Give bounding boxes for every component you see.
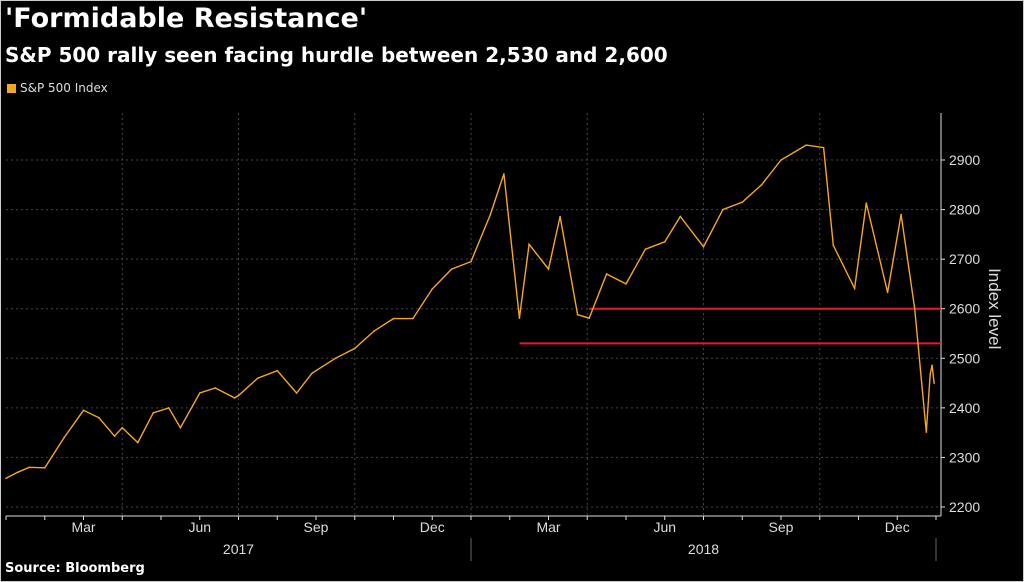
data-point	[16, 471, 19, 474]
chart-subtitle: S&P 500 rally seen facing hurdle between…	[5, 43, 668, 67]
data-point	[528, 243, 530, 246]
data-point	[925, 431, 928, 433]
data-point	[931, 364, 933, 367]
data-point	[913, 307, 916, 310]
data-point	[334, 357, 337, 360]
data-point	[295, 392, 298, 394]
data-point	[233, 397, 236, 399]
data-point	[576, 313, 579, 316]
data-point	[559, 215, 561, 218]
data-point	[853, 287, 856, 290]
data-point	[167, 407, 170, 409]
data-point	[311, 372, 313, 374]
chart-title: 'Formidable Resistance'	[5, 3, 368, 34]
data-point	[588, 317, 590, 319]
data-point	[198, 392, 201, 394]
data-point	[644, 248, 647, 251]
x-tick-label: Jun	[188, 519, 211, 535]
x-tick-label: Sep	[769, 519, 794, 535]
data-point	[900, 213, 902, 216]
x-tick-label: Dec	[885, 519, 910, 535]
y-axis-label: Index level	[985, 268, 1004, 349]
data-point	[450, 268, 453, 270]
legend: S&P 500 Index	[7, 81, 108, 95]
data-point	[547, 268, 550, 270]
data-point	[702, 245, 705, 248]
data-point	[832, 244, 835, 247]
x-tick-label: Dec	[420, 519, 445, 535]
data-point	[518, 317, 521, 319]
data-point	[722, 208, 724, 211]
data-point	[780, 159, 782, 161]
source-note: Source: Bloomberg	[5, 561, 145, 576]
x-tick-label: Jun	[653, 519, 676, 535]
data-point	[412, 317, 414, 320]
data-point	[82, 409, 85, 412]
series-line	[5, 144, 935, 479]
y-tick-label: 2800	[949, 202, 980, 218]
data-point	[63, 436, 65, 439]
y-tick-label: 2500	[949, 350, 980, 366]
data-point	[933, 382, 935, 384]
data-point	[865, 202, 868, 204]
data-point	[276, 369, 279, 372]
data-point	[489, 213, 492, 216]
data-point	[760, 183, 763, 186]
data-point	[5, 477, 7, 480]
data-point	[237, 394, 240, 397]
data-point	[663, 241, 666, 243]
x-tick-label: Mar	[71, 519, 95, 535]
x-year-label: 2017	[223, 541, 254, 557]
data-point	[152, 412, 155, 414]
data-point	[43, 467, 46, 469]
data-point	[805, 144, 807, 146]
y-tick-label: 2700	[949, 251, 980, 267]
data-point	[257, 377, 259, 379]
data-point	[98, 416, 100, 419]
data-point	[392, 317, 395, 320]
data-point	[741, 201, 744, 203]
data-point	[136, 441, 139, 444]
legend-label: S&P 500 Index	[20, 81, 108, 95]
data-point	[121, 426, 124, 429]
data-point	[929, 373, 931, 375]
y-tick-label: 2600	[949, 301, 980, 317]
data-point	[625, 283, 627, 285]
data-point	[822, 146, 825, 149]
data-point	[214, 387, 217, 389]
data-point	[886, 291, 889, 294]
data-point	[470, 260, 472, 263]
data-point	[503, 173, 505, 175]
data-point	[605, 273, 608, 275]
data-point	[353, 347, 356, 350]
y-tick-label: 2900	[949, 152, 980, 168]
y-tick-label: 2400	[949, 400, 980, 416]
y-tick-label: 2300	[949, 449, 980, 465]
legend-swatch	[7, 83, 16, 93]
data-point	[373, 330, 375, 332]
data-point	[179, 426, 182, 429]
y-tick-label: 2200	[949, 499, 980, 515]
x-tick-label: Sep	[304, 519, 329, 535]
data-point	[28, 466, 31, 469]
data-point	[679, 215, 682, 218]
x-year-label: 2018	[688, 541, 719, 557]
x-tick-label: Mar	[536, 519, 560, 535]
data-point	[113, 435, 116, 437]
data-point	[431, 288, 434, 290]
